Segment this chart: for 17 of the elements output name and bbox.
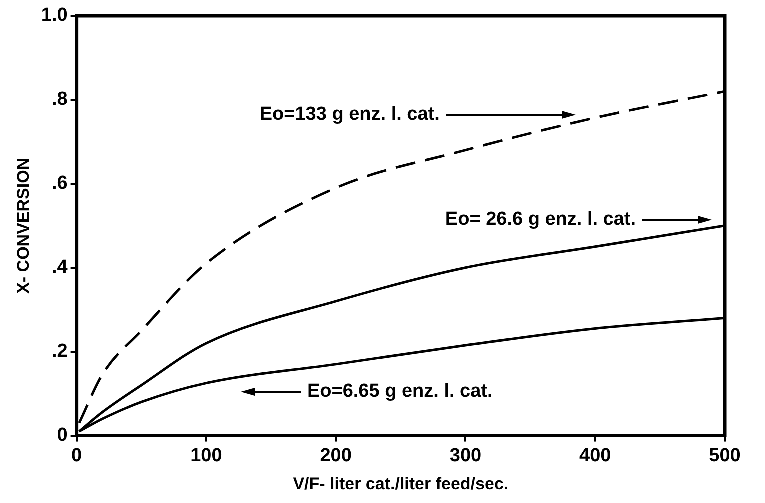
x-tick-label: 500 xyxy=(709,445,741,466)
annotation: Eo= 26.6 g enz. l. cat. xyxy=(445,208,636,230)
annotation: Eo=6.65 g enz. l. cat. xyxy=(307,380,493,402)
x-tick-label: 400 xyxy=(580,445,612,466)
y-axis-title: X- CONVERSION xyxy=(14,158,33,294)
y-tick-label: .4 xyxy=(52,257,68,278)
x-tick-label: 100 xyxy=(190,445,222,466)
y-tick-label: 1.0 xyxy=(41,5,68,26)
annotation: Eo=133 g enz. l. cat. xyxy=(260,104,440,125)
x-tick-label: 300 xyxy=(450,445,482,466)
y-tick-label: .6 xyxy=(52,173,68,194)
y-tick-label: 0 xyxy=(57,425,68,446)
y-tick-label: .2 xyxy=(52,341,68,362)
y-tick-label: .8 xyxy=(52,89,68,110)
x-tick-label: 200 xyxy=(320,445,352,466)
x-tick-label: 0 xyxy=(72,445,82,466)
x-axis-title: V/F- liter cat./liter feed/sec. xyxy=(293,474,509,494)
